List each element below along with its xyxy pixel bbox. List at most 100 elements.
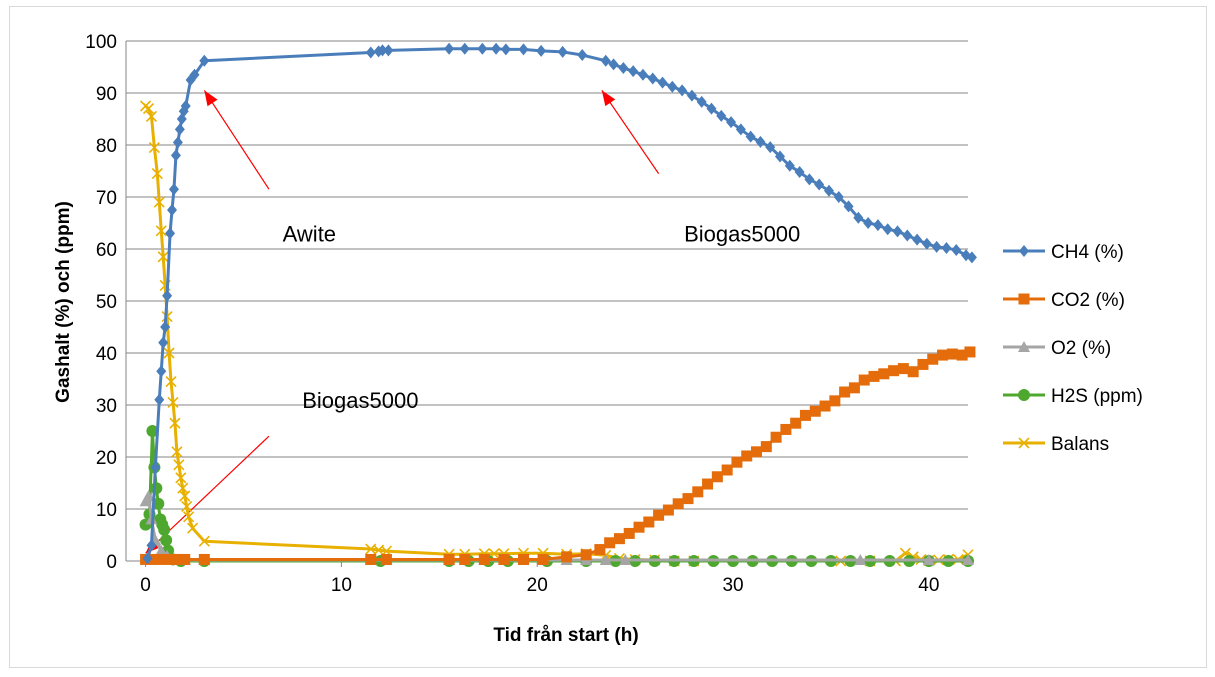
data-point [897,363,909,375]
data-point [951,244,962,257]
data-point [491,42,502,55]
data-point [848,382,860,394]
data-point [843,200,854,213]
data-point [175,472,187,484]
series-layer [139,42,977,567]
annotation-layer: Awite Biogas5000 Biogas5000 [283,221,801,412]
data-point [518,43,529,56]
data-point [888,365,900,377]
data-point [155,544,168,556]
data-point [561,551,573,563]
data-point [804,173,815,186]
series-line [144,494,968,562]
x-tick-label: 40 [918,575,939,596]
data-point [580,549,592,561]
data-point [721,464,733,476]
legend-label: H2S (ppm) [1051,386,1143,407]
data-point [167,204,178,216]
x-marker-stroke [1018,437,1030,449]
data-point [443,553,455,565]
data-point [179,553,191,565]
data-point [765,141,776,154]
x-marker-stroke [169,417,181,429]
data-point [662,504,674,516]
data-point [618,62,629,75]
data-point [726,116,737,129]
y-tick-label: 50 [96,292,117,313]
data-point [150,482,163,495]
data-point [853,211,864,224]
data-point [146,425,159,437]
data-point [790,417,802,429]
data-point [628,65,639,78]
data-point [199,54,210,67]
data-point [613,533,625,545]
data-point [751,446,763,458]
data-point [183,511,195,523]
data-point [711,471,723,483]
data-point [657,76,668,89]
data-point [735,123,746,136]
y-tick-label: 60 [96,240,117,261]
data-point [380,553,392,565]
legend-label: O2 (%) [1051,338,1111,359]
data-point [158,523,171,536]
data-point [365,553,377,565]
data-point [156,365,167,378]
y-axis-title: Gashalt (%) och (ppm) [53,201,74,403]
data-point [180,100,191,112]
series-line [145,350,971,561]
x-marker-stroke [187,522,199,534]
data-point [142,490,155,501]
data-point [780,423,792,435]
data-point [716,109,727,122]
data-point [917,358,929,370]
data-point [794,166,805,179]
series-balans [140,100,974,567]
data-point [667,80,678,93]
data-point [872,219,883,232]
annotation-arrow-head [601,90,616,107]
legend-label: Balans [1051,434,1109,455]
data-point [142,552,153,565]
data-point [878,368,890,380]
data-point [946,348,958,360]
data-point [672,498,684,510]
x-tick-label: 10 [331,575,352,596]
data-point [168,183,179,196]
data-point [682,493,694,505]
data-point [600,54,611,67]
data-point [557,45,568,58]
data-point [170,149,181,162]
data-point [459,42,470,55]
data-point [142,103,155,115]
x-marker-stroke [167,396,179,408]
legend-label: CO2 (%) [1051,290,1125,311]
data-point [741,450,753,462]
data-point [882,223,893,236]
data-point [146,539,157,552]
legend-marker [1018,389,1030,401]
data-point [157,251,169,263]
x-marker-stroke [145,110,158,122]
data-point [604,537,616,549]
data-point [383,44,394,57]
data-point [770,431,782,443]
series-line [144,429,968,563]
data-point [155,225,167,237]
x-marker-stroke [175,472,187,484]
data-point [892,225,903,238]
data-point [158,336,169,349]
data-point [702,478,714,490]
data-point [912,233,923,246]
x-marker-stroke [171,446,183,458]
data-point [162,289,173,302]
data-point [154,393,165,406]
data-point [966,251,977,264]
x-axis-title: Tid från start (h) [493,625,638,646]
data-point [165,227,176,240]
gridlines [126,40,968,562]
data-point [198,553,210,565]
x-marker-stroke [163,347,175,359]
x-marker-stroke [899,547,911,559]
